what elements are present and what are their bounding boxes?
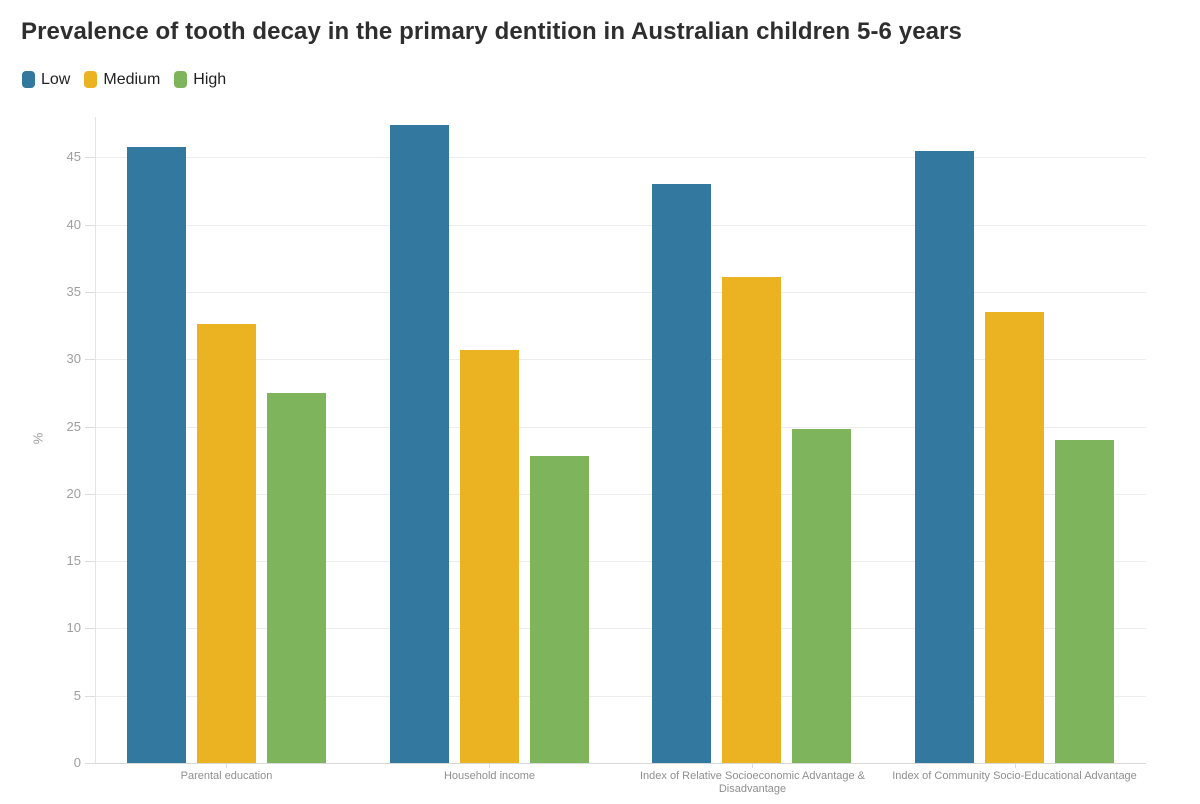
legend: Low Medium High — [22, 71, 226, 88]
bar-high-4[interactable] — [1055, 440, 1114, 763]
bar-low-3[interactable] — [652, 184, 711, 763]
y-tick-label: 40 — [66, 217, 81, 232]
y-tick-label: 45 — [66, 149, 81, 164]
y-axis-tick — [85, 763, 95, 764]
legend-item-low: Low — [22, 71, 70, 88]
y-tick-label: 5 — [73, 688, 81, 703]
y-tick-label: 20 — [66, 486, 81, 501]
legend-label: High — [193, 70, 227, 88]
gridline-y40 — [95, 225, 1146, 226]
y-axis-tick — [85, 561, 95, 562]
gridline-y10 — [95, 628, 1146, 629]
legend-swatch-icon — [22, 71, 35, 88]
y-axis-tick — [85, 225, 95, 226]
gridline-y20 — [95, 494, 1146, 495]
gridline-y15 — [95, 561, 1146, 562]
bar-medium-3[interactable] — [722, 277, 781, 763]
y-tick-label: 15 — [66, 553, 81, 568]
y-axis-tick — [85, 292, 95, 293]
y-axis-tick — [85, 359, 95, 360]
x-category-label: Parental education — [180, 770, 273, 782]
x-category-label: Index of Community Socio-Educational Adv… — [892, 770, 1137, 782]
legend-swatch-icon — [174, 71, 188, 88]
y-axis-tick — [85, 696, 95, 697]
x-axis-tick — [752, 763, 753, 768]
y-axis-title: % — [30, 432, 46, 445]
legend-swatch-icon — [84, 71, 98, 88]
bar-low-1[interactable] — [127, 147, 186, 763]
x-axis-tick — [1015, 763, 1016, 768]
y-tick-label: 35 — [66, 284, 81, 299]
x-category-label: Household income — [443, 770, 536, 782]
y-axis-tick — [85, 427, 95, 428]
bar-medium-4[interactable] — [985, 312, 1044, 763]
bar-low-4[interactable] — [915, 151, 974, 763]
bar-low-2[interactable] — [390, 125, 449, 763]
bar-high-2[interactable] — [530, 456, 589, 763]
bar-medium-1[interactable] — [197, 324, 256, 763]
gridline-y45 — [95, 157, 1146, 158]
legend-item-medium: Medium — [84, 71, 160, 88]
bar-medium-2[interactable] — [460, 350, 519, 763]
bar-high-1[interactable] — [267, 393, 326, 763]
y-tick-label: 0 — [73, 755, 81, 770]
legend-label: Low — [41, 70, 71, 88]
bar-high-3[interactable] — [792, 429, 851, 763]
gridline-y30 — [95, 359, 1146, 360]
x-axis-tick — [489, 763, 490, 768]
y-tick-label: 10 — [66, 620, 81, 635]
y-tick-label: 30 — [66, 351, 81, 366]
y-axis-tick — [85, 494, 95, 495]
x-axis-tick — [226, 763, 227, 768]
chart-title: Prevalence of tooth decay in the primary… — [21, 18, 962, 45]
gridline-y35 — [95, 292, 1146, 293]
gridline-y0 — [95, 763, 1146, 764]
legend-item-high: High — [174, 71, 226, 88]
y-axis-line — [95, 117, 96, 763]
y-axis-tick — [85, 628, 95, 629]
y-tick-label: 25 — [66, 419, 81, 434]
legend-label: Medium — [103, 70, 161, 88]
y-axis-tick — [85, 157, 95, 158]
gridline-y25 — [95, 427, 1146, 428]
x-category-label: Index of Relative Socioeconomic Advantag… — [639, 770, 866, 795]
gridline-y5 — [95, 696, 1146, 697]
